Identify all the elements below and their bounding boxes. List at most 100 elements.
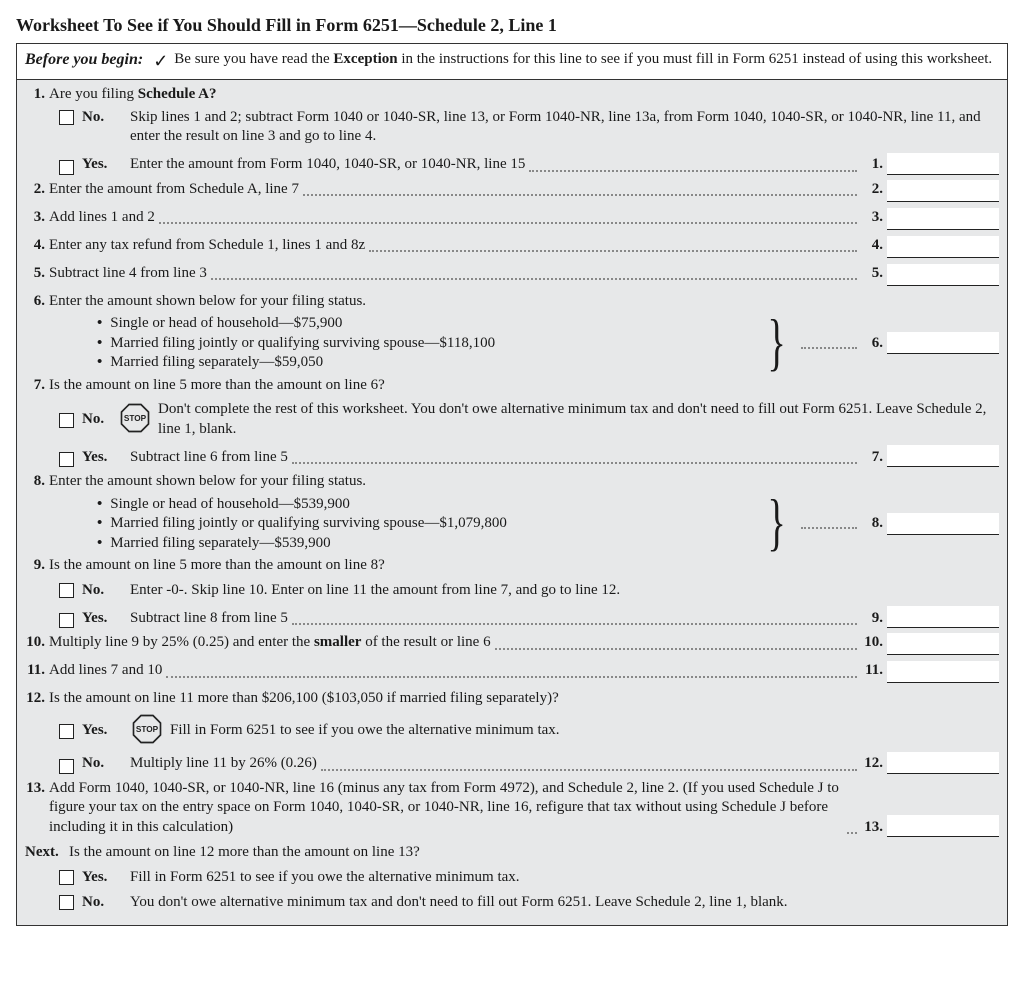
- line-7-no-checkbox[interactable]: [59, 413, 74, 428]
- line-6-input[interactable]: [887, 332, 999, 354]
- line-11-input[interactable]: [887, 661, 999, 683]
- dot-leader: [369, 239, 857, 253]
- no-label: No.: [82, 410, 118, 430]
- line-10-num: 10.: [25, 633, 49, 653]
- dot-leader: [847, 821, 857, 835]
- svg-text:STOP: STOP: [136, 725, 159, 734]
- line-4: 4. Enter any tax refund from Schedule 1,…: [25, 235, 999, 259]
- line-9-input[interactable]: [887, 606, 999, 628]
- line-6-bullet-3: Married filing separately—$59,050: [97, 353, 754, 373]
- no-label: No.: [82, 108, 130, 128]
- dot-leader: [801, 335, 857, 349]
- line-9-no-text: Enter -0-. Skip line 10. Enter on line 1…: [130, 581, 999, 601]
- line-6-num: 6.: [25, 292, 49, 312]
- line-11: 11. Add lines 7 and 10 11.: [25, 660, 999, 684]
- line-1-no-checkbox[interactable]: [59, 110, 74, 125]
- line-12-no-checkbox[interactable]: [59, 759, 74, 774]
- line-5-input[interactable]: [887, 264, 999, 286]
- line-2: 2. Enter the amount from Schedule A, lin…: [25, 179, 999, 203]
- line-12-yes-row: Yes. STOP Fill in Form 6251 to see if yo…: [59, 716, 999, 746]
- line-10-input[interactable]: [887, 633, 999, 655]
- line-next-no-text: You don't owe alternative minimum tax an…: [130, 893, 999, 913]
- line-11-num: 11.: [25, 661, 49, 681]
- line-2-num: 2.: [25, 180, 49, 200]
- line-11-text: Add lines 7 and 10: [49, 661, 162, 681]
- line-3: 3. Add lines 1 and 2 3.: [25, 207, 999, 231]
- line-10: 10. Multiply line 9 by 25% (0.25) and en…: [25, 632, 999, 656]
- line-7-text: Is the amount on line 5 more than the am…: [49, 376, 999, 396]
- line-7-yes-checkbox[interactable]: [59, 452, 74, 467]
- worksheet-body: 1. Are you filing Schedule A? No. Skip l…: [17, 80, 1007, 925]
- line-1-input[interactable]: [887, 153, 999, 175]
- line-3-input[interactable]: [887, 208, 999, 230]
- line-2-input[interactable]: [887, 180, 999, 202]
- line-5: 5. Subtract line 4 from line 3 5.: [25, 263, 999, 287]
- before-you-begin-text: Be sure you have read the Exception in t…: [174, 50, 999, 70]
- line-12-input[interactable]: [887, 752, 999, 774]
- line-5-num: 5.: [25, 264, 49, 284]
- line-6-bullet-2: Married filing jointly or qualifying sur…: [97, 334, 754, 354]
- intro-pre: Be sure you have read the: [174, 51, 333, 67]
- line-11-ansnum: 11.: [861, 661, 887, 681]
- svg-text:STOP: STOP: [124, 414, 147, 423]
- line-7-input[interactable]: [887, 445, 999, 467]
- line-12-yes-checkbox[interactable]: [59, 724, 74, 739]
- before-you-begin-row: Before you begin: ✓ Be sure you have rea…: [17, 44, 1007, 80]
- line-next: Next. Is the amount on line 12 more than…: [25, 842, 999, 864]
- line-10-bold: smaller: [314, 634, 361, 650]
- brace-icon: }: [763, 313, 789, 371]
- no-label: No.: [82, 754, 130, 774]
- stop-icon: STOP: [120, 403, 150, 433]
- line-13-input[interactable]: [887, 815, 999, 837]
- line-7-num: 7.: [25, 376, 49, 396]
- line-8-brace-row: Single or head of household—$539,900 Mar…: [25, 493, 999, 556]
- line-9-num: 9.: [25, 556, 49, 576]
- line-8-text: Enter the amount shown below for your fi…: [49, 472, 999, 492]
- intro-post: in the instructions for this line to see…: [398, 51, 993, 67]
- line-4-input[interactable]: [887, 236, 999, 258]
- line-1-yes-checkbox[interactable]: [59, 160, 74, 175]
- worksheet-title: Worksheet To See if You Should Fill in F…: [16, 14, 1008, 37]
- line-4-num: 4.: [25, 236, 49, 256]
- line-3-ansnum: 3.: [861, 208, 887, 228]
- line-8-bullet-3: Married filing separately—$539,900: [97, 534, 754, 554]
- intro-bold: Exception: [333, 51, 397, 67]
- line-7: 7. Is the amount on line 5 more than the…: [25, 375, 999, 397]
- line-6-bullet-1: Single or head of household—$75,900: [97, 314, 754, 334]
- line-12-ansnum: 12.: [861, 754, 887, 774]
- line-4-text: Enter any tax refund from Schedule 1, li…: [49, 236, 365, 256]
- line-8-input[interactable]: [887, 513, 999, 535]
- line-10-post: of the result or line 6: [361, 634, 490, 650]
- line-next-yes-checkbox[interactable]: [59, 870, 74, 885]
- dot-leader: [801, 516, 857, 530]
- line-7-yes-text: Subtract line 6 from line 5: [130, 448, 288, 468]
- no-label: No.: [82, 581, 130, 601]
- line-3-num: 3.: [25, 208, 49, 228]
- dot-leader: [529, 158, 857, 172]
- line-1-yes-text: Enter the amount from Form 1040, 1040-SR…: [130, 155, 525, 175]
- line-next-no-checkbox[interactable]: [59, 895, 74, 910]
- stop-icon: STOP: [132, 714, 162, 744]
- brace-icon: }: [763, 493, 789, 551]
- line-9-no-checkbox[interactable]: [59, 583, 74, 598]
- line-7-ansnum: 7.: [861, 448, 887, 468]
- line-12-yes-text: Fill in Form 6251 to see if you owe the …: [170, 721, 999, 741]
- line-9-text: Is the amount on line 5 more than the am…: [49, 556, 999, 576]
- line-9-no-row: No. Enter -0-. Skip line 10. Enter on li…: [59, 581, 999, 601]
- dot-leader: [292, 451, 857, 465]
- line-9-yes-text: Subtract line 8 from line 5: [130, 609, 288, 629]
- line-9-yes-checkbox[interactable]: [59, 613, 74, 628]
- line-13-text: Add Form 1040, 1040-SR, or 1040-NR, line…: [49, 779, 843, 838]
- yes-label: Yes.: [82, 868, 130, 888]
- line-8-bullet-1: Single or head of household—$539,900: [97, 495, 754, 515]
- line-8: 8. Enter the amount shown below for your…: [25, 471, 999, 493]
- before-you-begin-label: Before you begin:: [25, 50, 151, 71]
- line-1: 1. Are you filing Schedule A?: [25, 84, 999, 106]
- dot-leader: [321, 757, 857, 771]
- line-12: 12. Is the amount on line 11 more than $…: [25, 688, 999, 710]
- yes-label: Yes.: [82, 609, 130, 629]
- dot-leader: [495, 636, 857, 650]
- line-1-no-text: Skip lines 1 and 2; subtract Form 1040 o…: [130, 108, 999, 147]
- line-12-no-row: No. Multiply line 11 by 26% (0.26) 12.: [59, 752, 999, 774]
- line-10-pre: Multiply line 9 by 25% (0.25) and enter …: [49, 634, 314, 650]
